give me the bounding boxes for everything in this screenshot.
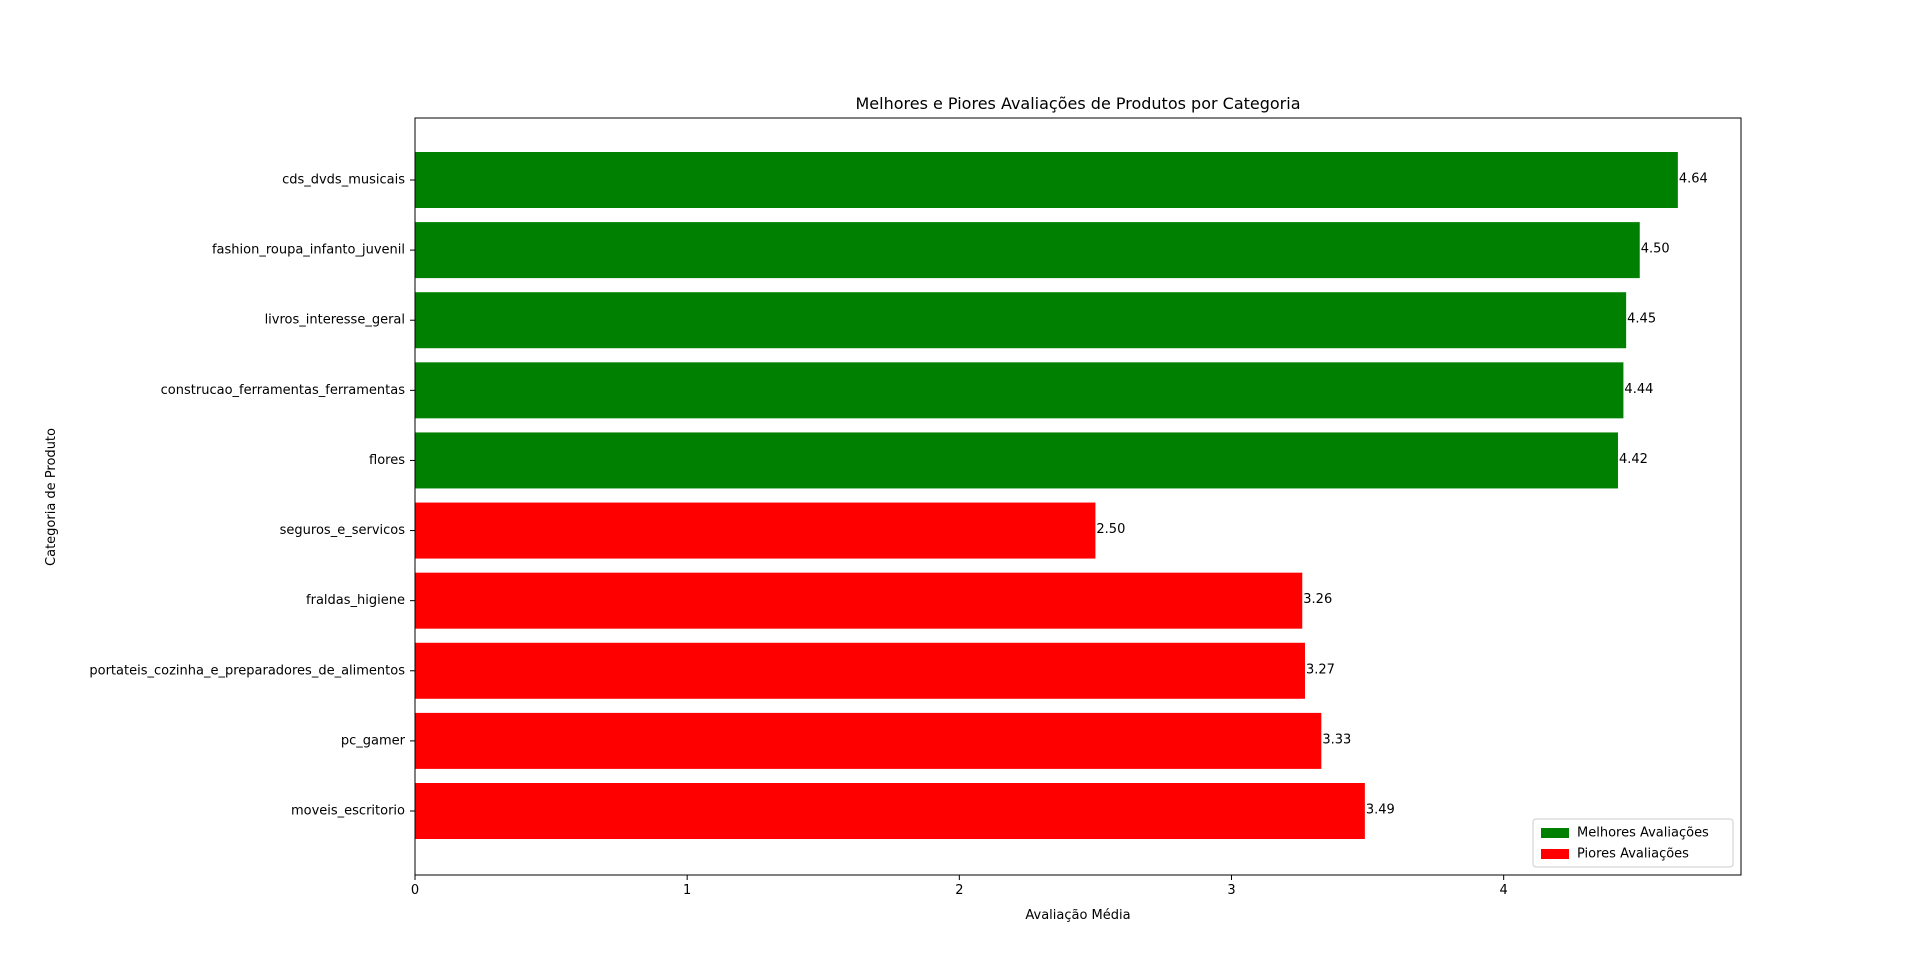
bar bbox=[415, 783, 1365, 839]
bar bbox=[415, 362, 1624, 419]
legend-swatch bbox=[1541, 849, 1569, 859]
y-tick-label: flores bbox=[369, 453, 405, 468]
y-tick-label: seguros_e_servicos bbox=[280, 523, 406, 538]
x-tick-label: 2 bbox=[955, 883, 963, 898]
bar bbox=[415, 432, 1618, 489]
y-tick-label: livros_interesse_geral bbox=[265, 313, 405, 328]
y-axis-label: Categoria de Produto bbox=[44, 428, 59, 566]
bar bbox=[415, 502, 1096, 559]
data-label: 3.26 bbox=[1303, 592, 1332, 607]
x-tick-label: 3 bbox=[1227, 883, 1235, 898]
y-tick-label: cds_dvds_musicais bbox=[282, 173, 405, 188]
y-tick-label: fashion_roupa_infanto_juvenil bbox=[212, 243, 405, 258]
data-label: 4.50 bbox=[1641, 242, 1670, 257]
data-label: 3.49 bbox=[1366, 803, 1395, 818]
x-tick-label: 1 bbox=[683, 883, 691, 898]
legend: Melhores Avaliações Piores Avaliações bbox=[1532, 818, 1734, 868]
y-tick-label: fraldas_higiene bbox=[306, 593, 405, 608]
legend-label: Piores Avaliações bbox=[1577, 847, 1689, 862]
chart-title: Melhores e Piores Avaliações de Produtos… bbox=[855, 94, 1300, 113]
legend-box bbox=[1532, 818, 1734, 868]
data-label: 4.44 bbox=[1624, 382, 1653, 397]
bar bbox=[415, 572, 1303, 629]
y-tick-label: pc_gamer bbox=[341, 733, 406, 748]
x-axis-label: Avaliação Média bbox=[1025, 908, 1130, 923]
x-tick-label: 0 bbox=[411, 883, 419, 898]
data-label: 4.45 bbox=[1627, 312, 1656, 327]
data-label: 2.50 bbox=[1096, 522, 1125, 537]
bar bbox=[415, 152, 1678, 208]
bar bbox=[415, 292, 1627, 349]
plot-area: cds_dvds_musicais 4.64 fashion_roupa_infan… bbox=[89, 117, 1742, 898]
y-tick-label: portateis_cozinha_e_preparadores_de_alim… bbox=[89, 663, 405, 678]
bar bbox=[415, 222, 1640, 279]
data-label: 4.42 bbox=[1619, 452, 1648, 467]
legend-swatch bbox=[1541, 828, 1569, 838]
data-label: 3.27 bbox=[1306, 662, 1335, 677]
data-label: 4.64 bbox=[1679, 172, 1708, 187]
y-tick-label: moveis_escritorio bbox=[291, 804, 405, 819]
legend-label: Melhores Avaliações bbox=[1577, 826, 1709, 841]
bar bbox=[415, 642, 1305, 699]
bar bbox=[415, 712, 1322, 769]
y-tick-label: construcao_ferramentas_ferramentas bbox=[161, 383, 406, 398]
data-label: 3.33 bbox=[1322, 732, 1351, 747]
x-tick-label: 4 bbox=[1500, 883, 1508, 898]
axes-frame bbox=[414, 117, 1742, 876]
